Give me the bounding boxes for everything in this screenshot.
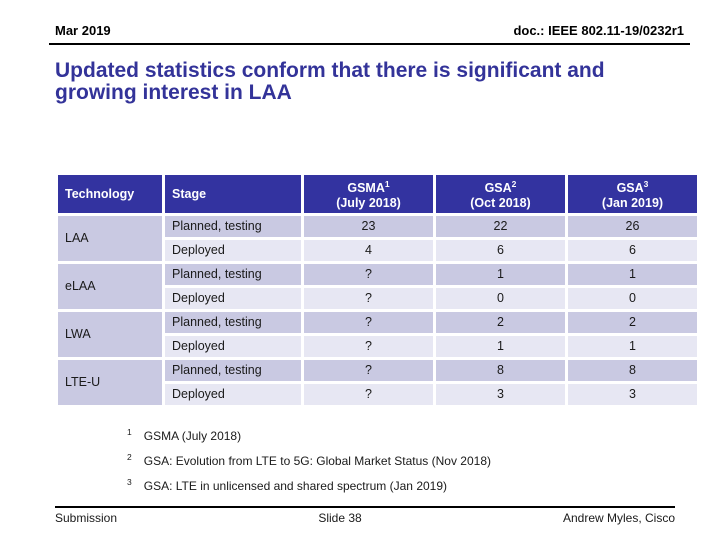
stage-cell: Deployed: [165, 240, 301, 262]
stage-cell: Deployed: [165, 384, 301, 406]
page-footer: Submission Slide 38 Andrew Myles, Cisco: [55, 511, 675, 525]
value-cell: 0: [436, 288, 565, 310]
footnote-ref: 1: [384, 179, 390, 189]
value-cell: ?: [304, 264, 433, 286]
footnote-number: 1: [127, 427, 132, 437]
value-cell: 6: [568, 240, 697, 262]
table-row: LAA Planned, testing 23 22 26: [58, 216, 697, 262]
value-cell: 4: [304, 240, 433, 262]
footer-submission: Submission: [55, 511, 118, 525]
footnote-text: GSMA (July 2018): [143, 429, 242, 443]
footer-slide-number: Slide 38: [318, 511, 362, 525]
stage-cell: Planned, testing: [165, 264, 301, 286]
value-cell: 1: [436, 336, 565, 358]
stage-cell: Planned, testing: [165, 312, 301, 334]
value-cell: 3: [436, 384, 565, 406]
value-cell: 6: [436, 240, 565, 262]
stage-cell: Deployed: [165, 336, 301, 358]
table-row: Deployed? 0 0: [58, 288, 697, 310]
table-row: LTE-U Planned, testing? 8 8: [58, 360, 697, 406]
statistics-table: Technology Stage GSMA1 (July 2018) GSA2 (Oct …: [55, 172, 700, 408]
value-cell: 22: [436, 216, 565, 238]
value-cell: 23: [304, 216, 433, 238]
footnote: 3 GSA: LTE in unlicensed and shared spect…: [127, 477, 491, 493]
value-cell: 1: [436, 264, 565, 286]
value-cell: ?: [304, 360, 433, 382]
value-cell: 26: [568, 216, 697, 238]
table-body: LAA Planned, testing 23 22 26 Deployed 4 6 6 eLAA…: [58, 216, 697, 406]
footnotes: 1 GSMA (July 2018) 2 GSA: Evolution from LT…: [127, 427, 491, 502]
value-cell: ?: [304, 312, 433, 334]
table-row: eLAA Planned, testing? 1 1: [58, 264, 697, 310]
footnote: 1 GSMA (July 2018): [127, 427, 491, 443]
footnote-text: GSA: Evolution from LTE to 5G: Global Ma…: [143, 454, 491, 468]
technology-cell: LAA: [58, 216, 162, 262]
table-header-row: Technology Stage GSMA1 (July 2018) GSA2 (Oct …: [58, 175, 697, 214]
footer-rule: [55, 506, 675, 508]
value-cell: ?: [304, 288, 433, 310]
column-header: GSMA1 (July 2018): [304, 175, 433, 214]
value-cell: 1: [568, 336, 697, 358]
technology-cell: LTE-U: [58, 360, 162, 406]
table-row: Deployed? 3 3: [58, 384, 697, 406]
page-header: Mar 2019 doc.: IEEE 802.11-19/0232r1: [55, 23, 684, 38]
value-cell: ?: [304, 336, 433, 358]
slide-title: Updated statistics conform that there is…: [55, 59, 605, 104]
value-cell: 2: [568, 312, 697, 334]
table-row: LWA Planned, testing? 2 2: [58, 312, 697, 358]
value-cell: 2: [436, 312, 565, 334]
value-cell: 3: [568, 384, 697, 406]
table-row: Deployed? 1 1: [58, 336, 697, 358]
column-header: Stage: [165, 175, 301, 214]
header-rule: [49, 43, 690, 45]
column-header: GSA3 (Jan 2019): [568, 175, 697, 214]
stage-cell: Planned, testing: [165, 216, 301, 238]
footnote-ref: 3: [643, 179, 649, 189]
technology-cell: LWA: [58, 312, 162, 358]
stage-cell: Deployed: [165, 288, 301, 310]
footnote-ref: 2: [511, 179, 517, 189]
table-header-row: Technology Stage GSMA1 (July 2018) GSA2 (Oct …: [58, 175, 697, 214]
column-header: GSA2 (Oct 2018): [436, 175, 565, 214]
header-doc-number: doc.: IEEE 802.11-19/0232r1: [513, 23, 684, 38]
value-cell: 8: [436, 360, 565, 382]
footnote-text: GSA: LTE in unlicensed and shared spectr…: [143, 479, 448, 493]
table-row: Deployed 4 6 6: [58, 240, 697, 262]
value-cell: 1: [568, 264, 697, 286]
header-date: Mar 2019: [55, 23, 111, 38]
footer-author: Andrew Myles, Cisco: [562, 511, 675, 525]
technology-cell: eLAA: [58, 264, 162, 310]
footnote-number: 3: [127, 477, 132, 487]
value-cell: 8: [568, 360, 697, 382]
footnote: 2 GSA: Evolution from LTE to 5G: Global M…: [127, 452, 491, 468]
stage-cell: Planned, testing: [165, 360, 301, 382]
footnote-number: 2: [127, 452, 132, 462]
value-cell: ?: [304, 384, 433, 406]
value-cell: 0: [568, 288, 697, 310]
column-header: Technology: [58, 175, 162, 214]
